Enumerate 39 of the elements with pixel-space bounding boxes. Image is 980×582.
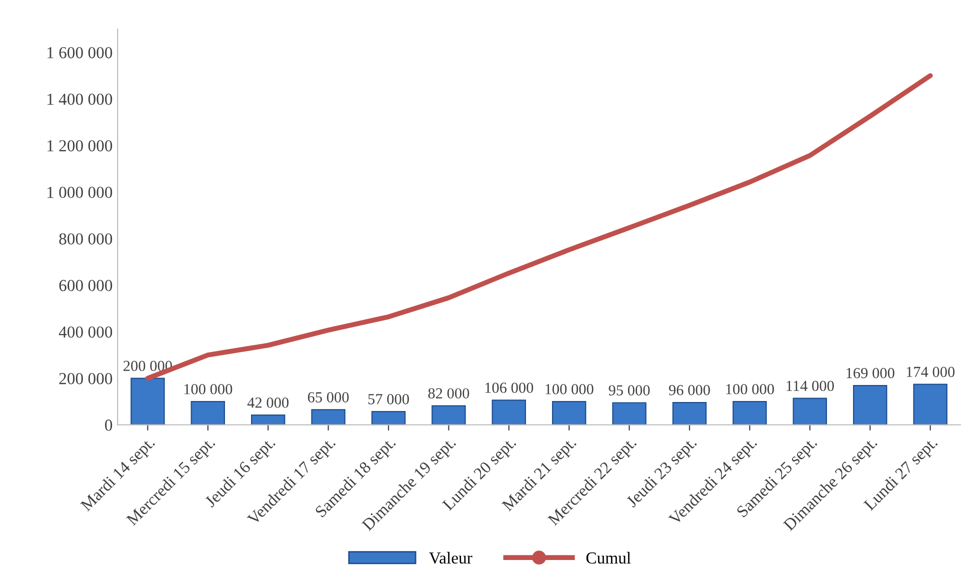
data-label: 42 000 <box>247 398 289 408</box>
bar <box>250 414 286 425</box>
y-tick-label: 1 400 000 <box>48 94 112 105</box>
y-tick-label: 1 200 000 <box>48 140 112 152</box>
data-label: 65 000 <box>308 392 349 402</box>
bar <box>732 401 767 425</box>
data-label: 57 000 <box>368 394 409 404</box>
data-label: 174 000 <box>906 366 955 378</box>
bar <box>552 401 586 425</box>
bar <box>311 409 346 425</box>
bar <box>913 384 948 425</box>
bar <box>672 402 707 425</box>
bar <box>492 400 526 425</box>
y-tick-label: 400 000 <box>58 326 112 338</box>
data-label: 95 000 <box>608 385 650 396</box>
y-tick-label: 200 000 <box>59 373 112 384</box>
bar <box>130 378 165 425</box>
bar <box>612 402 646 425</box>
bar <box>432 405 466 425</box>
data-label: 100 000 <box>726 384 774 394</box>
bar <box>792 398 828 425</box>
data-label: 114 000 <box>786 380 834 392</box>
line-series <box>145 73 933 381</box>
bar <box>190 401 226 425</box>
y-tick-label: 600 000 <box>59 280 112 292</box>
legend-label: Valeur <box>429 552 472 564</box>
y-tick-label: 1 600 000 <box>48 47 112 58</box>
data-label: 82 000 <box>428 388 470 398</box>
data-label: 96 000 <box>668 384 710 396</box>
bar <box>371 411 406 425</box>
y-tick-label: 800 000 <box>59 233 112 245</box>
data-label: 100 000 <box>546 384 594 394</box>
bar <box>852 384 888 425</box>
y-tick-label: 1 000 000 <box>48 186 112 198</box>
legend-label: Cumul <box>586 552 631 564</box>
data-label: 100 000 <box>184 384 232 394</box>
data-label: 169 000 <box>846 368 894 378</box>
data-label: 106 000 <box>485 382 534 393</box>
y-tick-label: 0 <box>105 420 112 431</box>
